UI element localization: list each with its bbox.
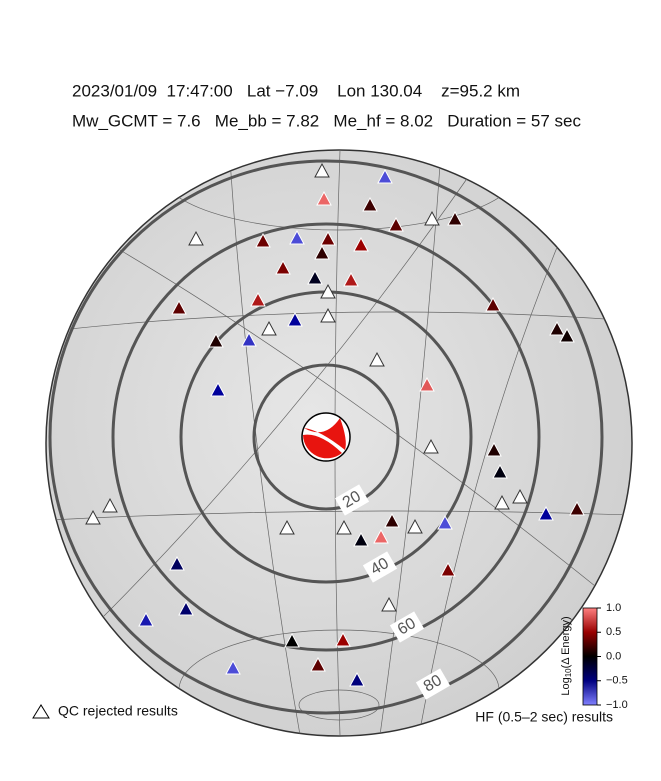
station bbox=[437, 514, 453, 530]
station bbox=[362, 196, 378, 212]
station bbox=[494, 494, 510, 510]
station bbox=[559, 327, 575, 343]
station bbox=[169, 555, 185, 571]
colorbar-label: Log10(Δ Energy) bbox=[560, 616, 573, 695]
colorbar-label-sub: 10 bbox=[564, 668, 573, 677]
station bbox=[320, 283, 336, 299]
header-line: 2023/01/09 17:47:00 Lat −7.09 Lon 130.04… bbox=[72, 81, 520, 100]
ring-label: 80 bbox=[421, 672, 445, 696]
station bbox=[369, 351, 385, 367]
ring-label-bg bbox=[334, 484, 370, 516]
colorbar-label-rest: (Δ Energy) bbox=[560, 616, 572, 668]
station bbox=[447, 210, 463, 226]
station bbox=[255, 232, 271, 248]
ring-label: 20 bbox=[340, 488, 364, 512]
station bbox=[384, 512, 400, 528]
station bbox=[512, 488, 528, 504]
station bbox=[424, 210, 440, 226]
station bbox=[279, 519, 295, 535]
distance-ring bbox=[48, 159, 604, 715]
station bbox=[440, 561, 456, 577]
colorbar-tick-label: −1.0 bbox=[606, 699, 628, 711]
station bbox=[373, 528, 389, 544]
station bbox=[178, 600, 194, 616]
station bbox=[419, 376, 435, 392]
station bbox=[377, 168, 393, 184]
station bbox=[188, 230, 204, 246]
station bbox=[284, 632, 300, 648]
distance-ring bbox=[111, 222, 541, 652]
station bbox=[423, 438, 439, 454]
station bbox=[388, 216, 404, 232]
station bbox=[492, 463, 508, 479]
ring-label: 40 bbox=[368, 555, 392, 579]
station bbox=[307, 269, 323, 285]
colorbar-tick-label: −0.5 bbox=[606, 675, 628, 687]
station bbox=[320, 230, 336, 246]
station bbox=[349, 671, 365, 687]
station bbox=[538, 505, 554, 521]
station bbox=[569, 500, 585, 516]
ring-label: 60 bbox=[395, 615, 419, 639]
colorbar-tick-label: 0.5 bbox=[606, 626, 621, 638]
legend-text: QC rejected results bbox=[58, 703, 178, 719]
distance-ring bbox=[252, 363, 400, 511]
station bbox=[289, 229, 305, 245]
station bbox=[314, 244, 330, 260]
station bbox=[241, 331, 257, 347]
station bbox=[102, 497, 118, 513]
station bbox=[320, 307, 336, 323]
ring-label-bg bbox=[362, 551, 398, 583]
station bbox=[486, 441, 502, 457]
station bbox=[225, 659, 241, 675]
colorbar bbox=[582, 607, 598, 706]
station bbox=[549, 320, 565, 336]
ring-label-bg bbox=[415, 668, 451, 700]
beachball bbox=[301, 412, 351, 462]
station bbox=[353, 531, 369, 547]
station bbox=[210, 381, 226, 397]
station bbox=[85, 509, 101, 525]
colorbar-tick-label: 0.0 bbox=[606, 650, 621, 662]
station bbox=[250, 291, 266, 307]
station bbox=[335, 631, 351, 647]
ring-label-bg bbox=[389, 611, 425, 643]
station bbox=[485, 296, 501, 312]
legend-text: HF (0.5–2 sec) results bbox=[475, 709, 613, 725]
station bbox=[261, 320, 277, 336]
station bbox=[275, 259, 291, 275]
colorbar-tick-label: 1.0 bbox=[606, 602, 621, 614]
station bbox=[287, 311, 303, 327]
station bbox=[138, 611, 154, 627]
station bbox=[407, 518, 423, 534]
station bbox=[171, 299, 187, 315]
station bbox=[381, 596, 397, 612]
station bbox=[314, 162, 330, 178]
station bbox=[316, 190, 332, 206]
header-line: Mw_GCMT = 7.6 Me_bb = 7.82 Me_hf = 8.02 … bbox=[72, 111, 582, 130]
colorbar-label-main: Log bbox=[560, 677, 572, 695]
station bbox=[208, 332, 224, 348]
station bbox=[353, 236, 369, 252]
legend-symbol bbox=[32, 704, 50, 719]
station bbox=[310, 656, 326, 672]
station bbox=[336, 519, 352, 535]
station bbox=[343, 271, 359, 287]
